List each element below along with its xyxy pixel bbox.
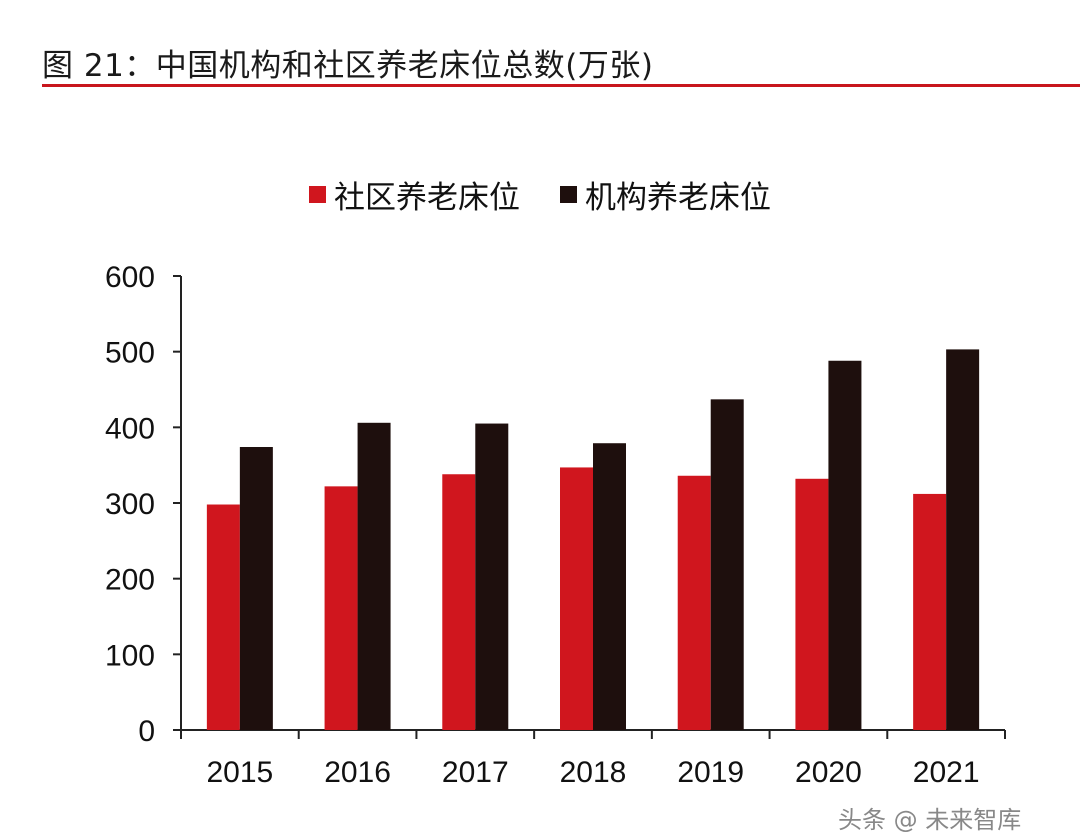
y-tick-label: 400 (105, 412, 155, 445)
y-tick-label: 600 (105, 261, 155, 294)
x-tick-label: 2020 (795, 756, 862, 789)
y-tick-label: 100 (105, 639, 155, 672)
y-tick-label: 200 (105, 564, 155, 597)
bar-institution (357, 422, 391, 730)
legend-label-institution: 机构养老床位 (585, 180, 771, 216)
bar-institution (593, 443, 626, 730)
chart-title: 图 21：中国机构和社区养老床位总数(万张) (42, 48, 654, 84)
legend-swatch-community (309, 186, 326, 203)
bar-institution (946, 349, 980, 730)
bar-community (442, 474, 476, 730)
y-tick-label: 0 (138, 715, 155, 748)
bars (206, 349, 980, 730)
watermark: 头条 @ 未来智库 (838, 806, 1022, 834)
x-tick-label: 2019 (677, 756, 744, 789)
bar-institution (475, 423, 509, 730)
x-tick-label: 2018 (560, 756, 627, 789)
bar-institution (710, 399, 744, 730)
bar-community (677, 475, 711, 730)
bar-community (795, 478, 829, 730)
bar-institution (828, 360, 862, 730)
legend-label-community: 社区养老床位 (334, 180, 520, 216)
x-tick-label: 2016 (324, 756, 391, 789)
y-tick-label: 300 (105, 488, 155, 521)
legend: 社区养老床位 机构养老床位 (0, 172, 1080, 217)
y-tick-label: 500 (105, 337, 155, 370)
x-axis: 2015 2016 2017 2018 2019 2020 2021 (180, 729, 1006, 789)
x-tick-label: 2017 (442, 756, 509, 789)
y-axis: 0 100 200 300 400 500 600 (105, 261, 182, 748)
title-rule (42, 84, 1080, 87)
legend-item-community: 社区养老床位 (309, 172, 520, 217)
bar-community (913, 493, 947, 730)
x-tick-label: 2021 (913, 756, 980, 789)
legend-item-institution: 机构养老床位 (560, 172, 771, 217)
x-tick-label: 2015 (206, 756, 273, 789)
bar-institution (239, 447, 273, 730)
bar-community (560, 467, 593, 730)
bar-community (206, 504, 240, 730)
legend-swatch-institution (560, 186, 577, 203)
bar-community (324, 486, 358, 730)
